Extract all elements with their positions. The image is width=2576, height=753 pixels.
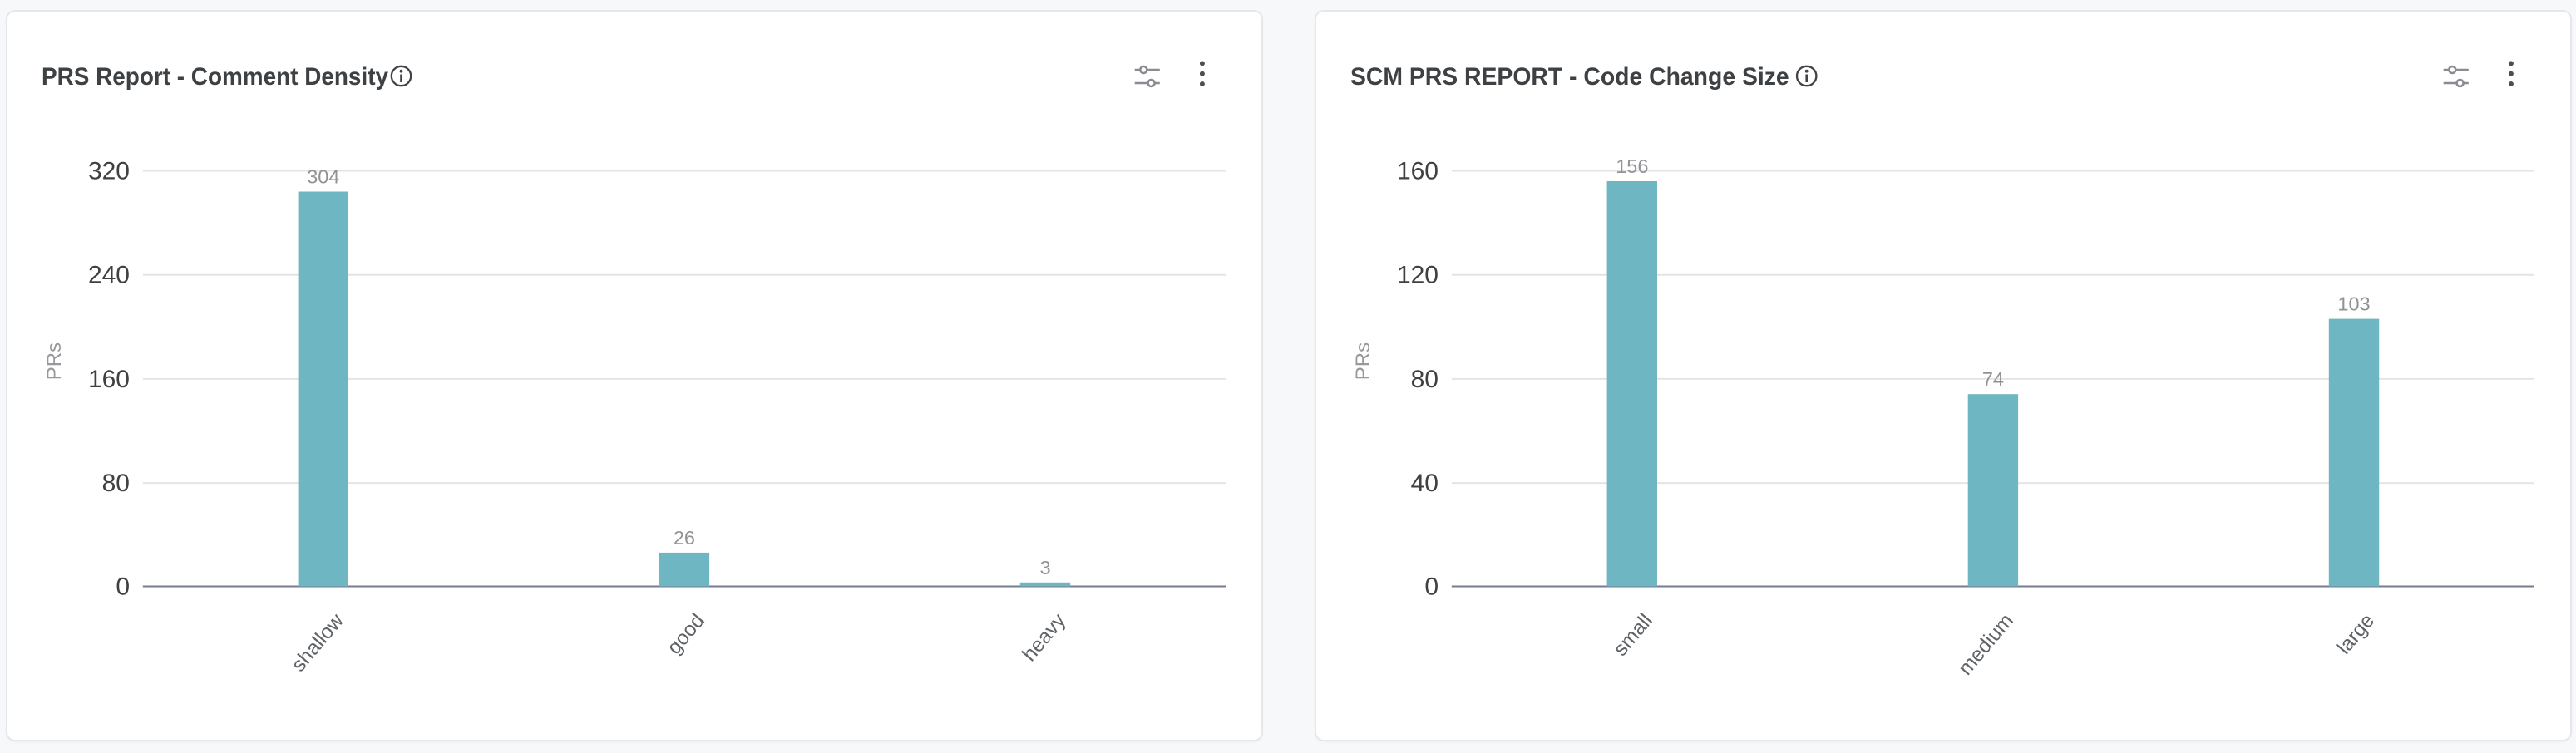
svg-text:0: 0	[1424, 573, 1439, 601]
svg-text:160: 160	[1397, 158, 1439, 185]
svg-text:heavy: heavy	[1018, 609, 1070, 666]
svg-text:26: 26	[674, 527, 695, 549]
svg-text:74: 74	[1982, 368, 2004, 390]
svg-text:large: large	[2332, 610, 2379, 659]
svg-text:240: 240	[88, 262, 130, 289]
svg-text:120: 120	[1397, 262, 1439, 289]
svg-text:304: 304	[307, 166, 339, 188]
svg-text:320: 320	[88, 158, 130, 185]
svg-text:103: 103	[2337, 293, 2370, 315]
svg-text:shallow: shallow	[288, 609, 348, 676]
svg-text:PRs: PRs	[43, 342, 66, 380]
svg-text:3: 3	[1039, 557, 1050, 578]
svg-text:80: 80	[102, 470, 130, 497]
svg-text:160: 160	[88, 366, 130, 393]
svg-text:40: 40	[1411, 470, 1439, 497]
svg-text:156: 156	[1616, 155, 1648, 177]
svg-text:small: small	[1609, 610, 1656, 661]
svg-text:good: good	[663, 610, 709, 659]
svg-text:medium: medium	[1954, 610, 2018, 680]
svg-text:80: 80	[1411, 366, 1439, 393]
svg-text:0: 0	[116, 573, 130, 601]
svg-text:PRs: PRs	[1352, 342, 1374, 380]
